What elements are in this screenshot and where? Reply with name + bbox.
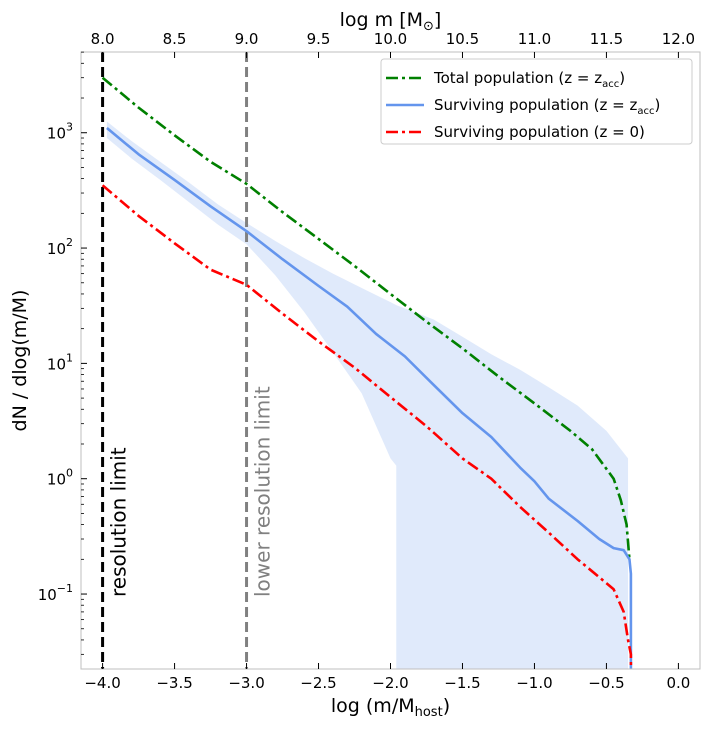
resolution-limit-label: resolution limit [107,447,131,597]
surviving-spread-band [106,121,629,669]
legend-label-2: Surviving population (z = 0) [434,123,645,141]
top-x-tick-label: 8.0 [91,30,115,48]
x-tick-label: −0.5 [588,674,624,692]
series-line-1 [106,126,633,669]
x-tick-label: −2.0 [372,674,408,692]
y-tick-label: 102 [47,236,73,258]
x-tick-label: −1.0 [516,674,552,692]
top-x-tick-label: 10.5 [446,30,479,48]
x-tick-label: −2.5 [300,674,336,692]
series-line-2 [101,184,633,669]
y-axis-title: dN / dlog(m/M) [9,290,31,432]
top-x-tick-label: 11.0 [518,30,551,48]
top-x-axis-title: log m [M⊙] [340,9,442,34]
x-tick-label: −1.5 [444,674,480,692]
top-x-tick-label: 11.5 [590,30,623,48]
plot-area [101,52,633,669]
top-x-tick-label: 9.0 [235,30,259,48]
legend-frame [380,58,693,145]
legend-label-0: Total population (z = zacc) [433,69,625,90]
lower-resolution-limit-label: lower resolution limit [251,386,275,597]
y-tick-label: 103 [47,121,73,143]
top-x-tick-label: 9.5 [307,30,331,48]
x-axis-title: log (m/Mhost) [331,695,450,720]
top-x-tick-label: 8.5 [163,30,187,48]
y-tick-label: 100 [47,467,73,489]
y-tick-label: 10−1 [38,582,73,604]
x-tick-label: −3.0 [228,674,264,692]
x-tick-label: −4.0 [84,674,120,692]
x-tick-label: 0.0 [666,674,690,692]
legend-label-1: Surviving population (z = zacc) [434,96,660,117]
x-tick-label: −3.5 [156,674,192,692]
top-x-tick-label: 10.0 [374,30,407,48]
y-tick-label: 101 [47,351,73,373]
series-line-0 [101,76,631,560]
top-x-tick-label: 12.0 [662,30,695,48]
legend: Total population (z = zacc) Surviving pop… [380,58,693,145]
